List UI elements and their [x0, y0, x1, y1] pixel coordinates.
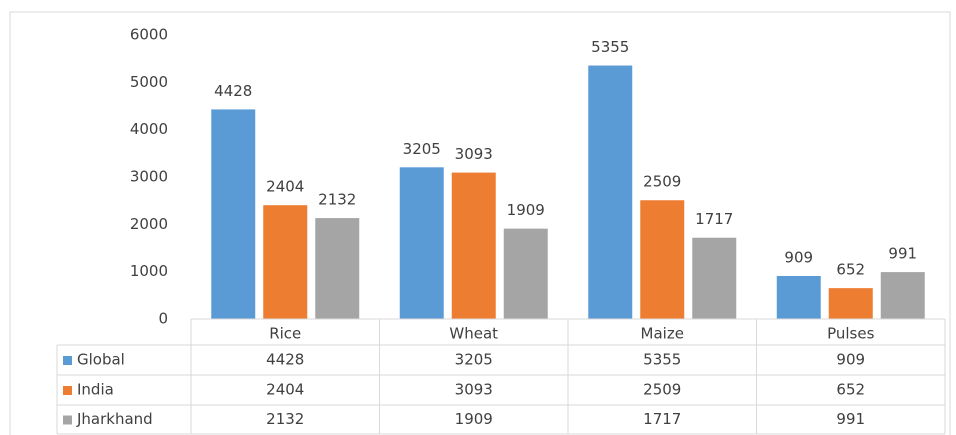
y-tick-label: 6000	[130, 26, 168, 44]
data-label: 991	[888, 245, 917, 263]
y-tick-label: 2000	[130, 215, 168, 233]
data-label: 1717	[695, 210, 733, 228]
data-label: 2132	[318, 191, 356, 209]
data-label: 5355	[591, 38, 629, 56]
y-tick-label: 4000	[130, 120, 168, 138]
y-tick-label: 0	[158, 310, 168, 328]
data-label: 1909	[507, 201, 545, 219]
data-label: 2404	[266, 178, 304, 196]
bar	[692, 237, 737, 319]
table-cell: 652	[836, 381, 865, 399]
bar	[211, 109, 256, 320]
data-label: 3205	[403, 140, 441, 158]
table-cell: 2404	[266, 381, 304, 399]
table-cell: 2132	[266, 410, 304, 428]
legend-label: India	[77, 381, 114, 399]
legend-label: Jharkhand	[76, 410, 153, 428]
legend-swatch	[63, 386, 72, 395]
bar	[503, 228, 548, 319]
bar	[776, 275, 821, 319]
data-label: 3093	[455, 145, 493, 163]
legend-swatch	[63, 356, 72, 365]
y-tick-label: 5000	[130, 73, 168, 91]
x-tick-label: Wheat	[449, 325, 498, 343]
table-cell: 1909	[455, 410, 493, 428]
table-cell: 991	[836, 410, 865, 428]
table-cell: 3205	[455, 351, 493, 369]
x-tick-label: Rice	[269, 325, 301, 343]
table-cell: 909	[836, 351, 865, 369]
bar	[640, 200, 685, 319]
data-label: 4428	[214, 82, 252, 100]
bar	[263, 205, 308, 319]
y-tick-label: 1000	[130, 262, 168, 280]
bar	[451, 172, 496, 319]
table-cell: 5355	[643, 351, 681, 369]
x-tick-label: Pulses	[827, 325, 874, 343]
legend-swatch	[63, 415, 72, 425]
table-cell: 2509	[643, 381, 681, 399]
bar	[399, 167, 444, 319]
table-cell: 3093	[455, 381, 493, 399]
legend-label: Global	[77, 351, 125, 369]
table-cell: 1717	[643, 410, 681, 428]
table-cell: 4428	[266, 351, 304, 369]
bar	[828, 288, 873, 319]
bar	[880, 272, 925, 319]
data-label: 652	[836, 261, 865, 279]
bar	[588, 65, 633, 319]
y-tick-label: 3000	[130, 168, 168, 186]
data-label: 909	[784, 248, 813, 266]
data-label: 2509	[643, 173, 681, 191]
x-tick-label: Maize	[641, 325, 684, 343]
bar	[315, 218, 360, 319]
